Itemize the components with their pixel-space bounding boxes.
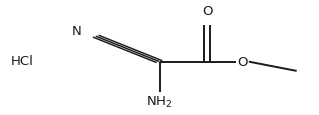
Text: NH$_2$: NH$_2$ (146, 94, 173, 109)
Text: O: O (202, 5, 212, 18)
Text: O: O (237, 56, 248, 69)
Text: N: N (72, 25, 81, 37)
Text: HCl: HCl (11, 55, 34, 67)
